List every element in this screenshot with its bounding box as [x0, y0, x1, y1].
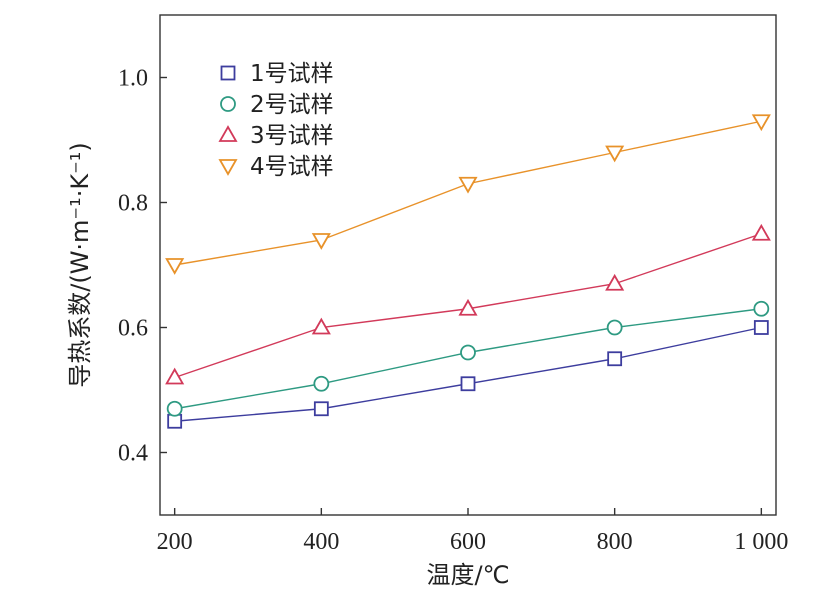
- legend-marker: [218, 125, 238, 142]
- y-tick-label: 1.0: [118, 66, 148, 92]
- legend-label: 1号试样: [250, 61, 334, 87]
- series-2: [166, 300, 770, 417]
- data-point: [165, 367, 185, 385]
- legend-item: 2号试样: [220, 92, 334, 118]
- series-3: [165, 223, 771, 385]
- data-point: [458, 298, 478, 316]
- series-4: [165, 114, 771, 275]
- data-point: [605, 145, 625, 163]
- x-axis: 200 400 600 800 1 000: [157, 508, 788, 555]
- legend-marker: [220, 65, 236, 81]
- legend-marker: [220, 96, 236, 112]
- x-axis-title: 温度/℃: [426, 561, 509, 589]
- x-tick-label: 800: [597, 529, 633, 555]
- data-point: [607, 351, 623, 367]
- y-tick-label: 0.6: [118, 316, 148, 342]
- x-tick-label: 400: [303, 529, 339, 555]
- x-tick-label: 200: [157, 529, 193, 555]
- data-point: [751, 114, 771, 132]
- legend-marker: [218, 159, 238, 176]
- data-point: [605, 273, 625, 291]
- plot-series: [165, 114, 771, 429]
- data-point: [753, 300, 770, 317]
- data-point: [165, 258, 185, 275]
- y-tick-label: 0.8: [118, 191, 148, 217]
- series-line: [174, 326, 762, 422]
- legend-label: 4号试样: [250, 154, 334, 180]
- x-tick-label: 1 000: [734, 529, 788, 555]
- data-point: [751, 223, 771, 241]
- data-point: [313, 375, 330, 392]
- data-point: [606, 319, 623, 336]
- data-point: [167, 413, 183, 429]
- legend-label: 2号试样: [250, 92, 334, 118]
- y-axis: 0.4 0.6 0.8 1.0: [118, 66, 167, 467]
- y-tick-label: 0.4: [118, 441, 148, 467]
- data-point: [460, 376, 476, 392]
- legend-item: 1号试样: [220, 61, 334, 87]
- data-point: [311, 233, 331, 250]
- data-point: [311, 317, 331, 335]
- legend-item: 3号试样: [218, 123, 334, 149]
- legend-item: 4号试样: [218, 154, 334, 180]
- legend-label: 3号试样: [250, 123, 334, 149]
- data-point: [313, 401, 329, 417]
- legend: 1号试样 2号试样 3号试样 4号试样: [218, 61, 334, 180]
- data-point: [753, 320, 769, 335]
- series-1: [167, 320, 769, 429]
- data-point: [166, 400, 183, 417]
- plot-frame: [159, 14, 777, 516]
- data-point: [460, 344, 476, 361]
- y-axis-title: 导热系数/(W·m⁻¹·K⁻¹): [66, 142, 94, 388]
- x-tick-label: 600: [450, 529, 486, 555]
- data-point: [458, 176, 478, 194]
